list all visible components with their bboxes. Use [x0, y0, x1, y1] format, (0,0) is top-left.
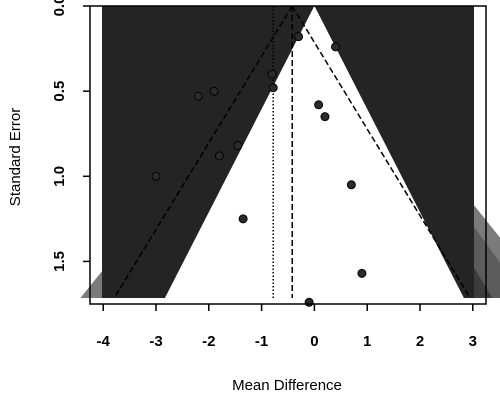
y-tick-label: 0.5 — [51, 81, 68, 102]
data-point — [238, 214, 248, 224]
data-point — [233, 141, 243, 151]
data-point — [209, 86, 219, 96]
data-point — [320, 112, 330, 122]
y-tick-label: 1.5 — [51, 251, 68, 272]
data-point — [214, 151, 224, 161]
x-tick-label: -3 — [149, 333, 162, 350]
y-axis-title: Standard Error — [7, 108, 24, 206]
plot-border — [89, 5, 487, 305]
y-tick-label: 1.0 — [51, 166, 68, 187]
x-tick-label: 1 — [363, 333, 371, 350]
data-point — [268, 83, 278, 93]
x-tick-label: 0 — [310, 333, 318, 350]
data-point — [346, 180, 356, 190]
contour-region — [102, 6, 474, 298]
study-point-layer — [151, 32, 367, 307]
data-point — [193, 91, 203, 101]
funnel-right-line — [291, 5, 471, 299]
x-axis-title: Mean Difference — [232, 377, 342, 394]
data-point — [304, 297, 314, 307]
data-point — [357, 268, 367, 278]
contour-region-layer — [80, 6, 500, 298]
funnel-left-line — [113, 5, 293, 299]
funnel-line-layer — [113, 5, 471, 299]
y-tick-label: 0.0 — [51, 0, 68, 16]
data-point — [294, 32, 304, 42]
x-tick-label: -1 — [255, 333, 268, 350]
data-point — [151, 171, 161, 181]
x-tick-label: -2 — [202, 333, 215, 350]
axis-layer: -4 -3 -2 -1 0 1 2 3 0.0 0.5 1.0 1.5 — [51, 0, 487, 350]
x-tick-label: -4 — [97, 333, 111, 350]
data-point — [331, 42, 341, 52]
data-point — [314, 100, 324, 110]
x-tick-label: 3 — [469, 333, 477, 350]
x-tick-label: 2 — [416, 333, 424, 350]
data-point — [267, 69, 277, 79]
nonsignificant-region — [165, 6, 464, 298]
